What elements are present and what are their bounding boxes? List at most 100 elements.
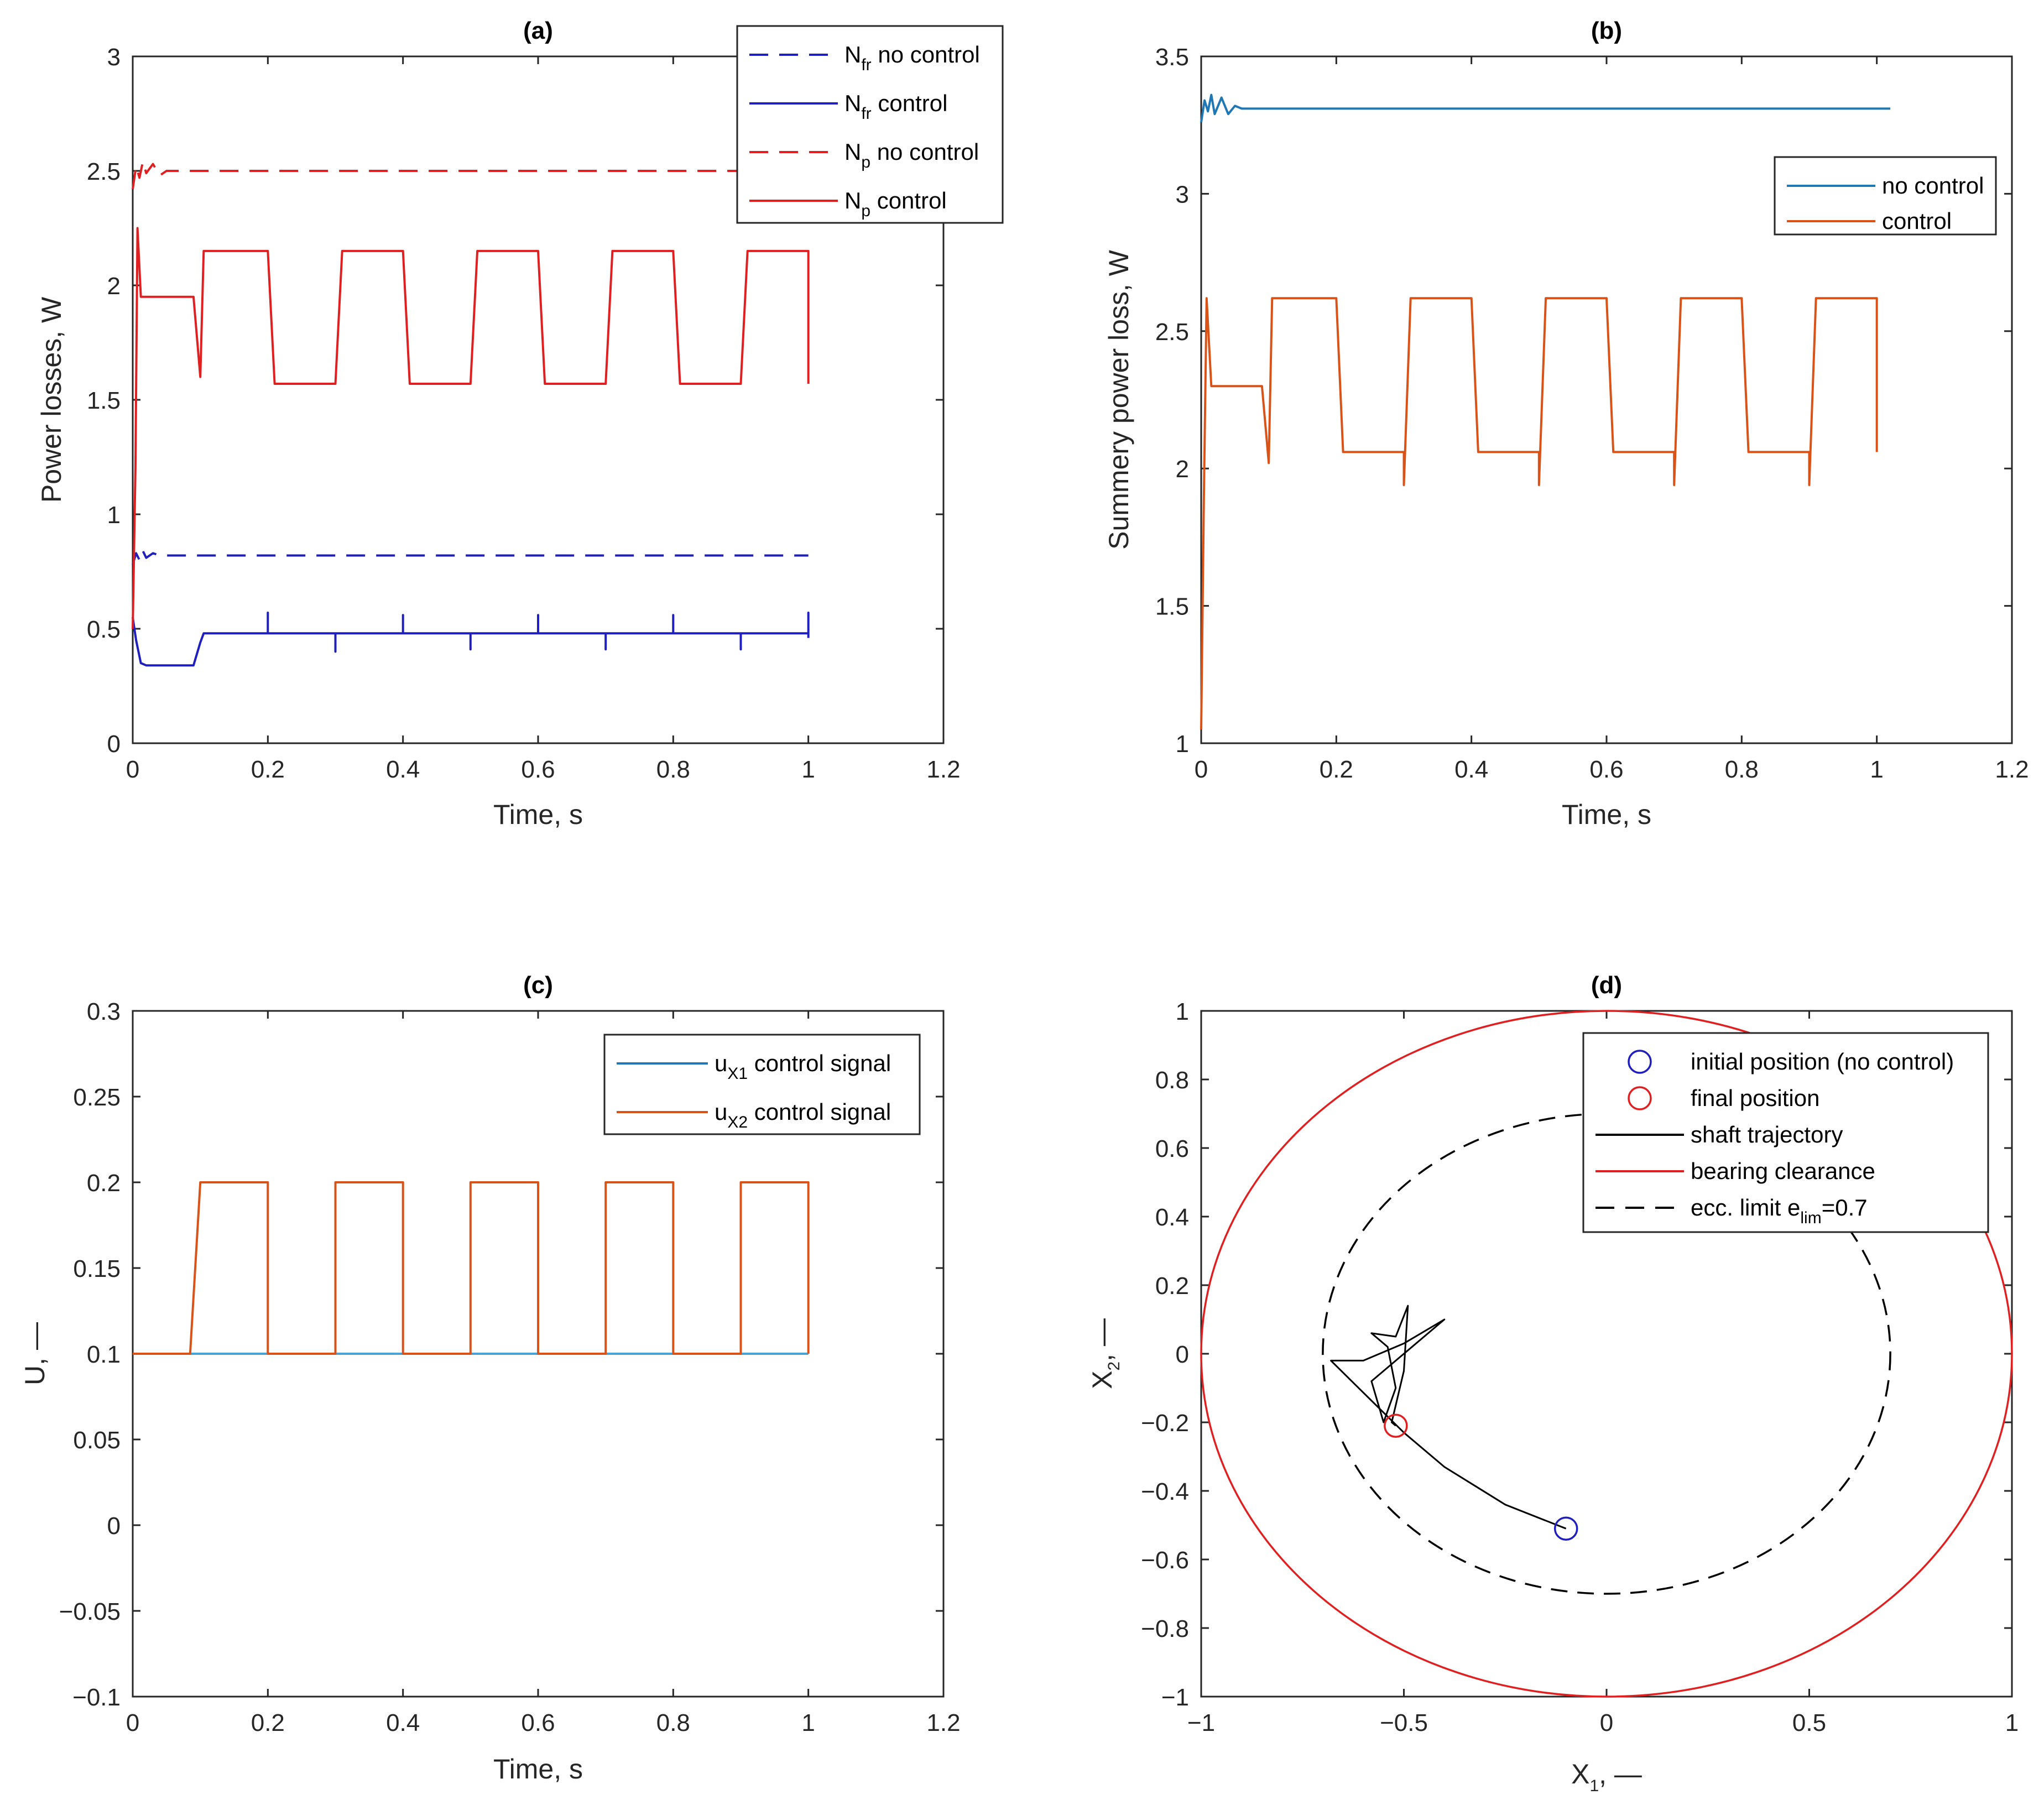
legend-label-sub: lim xyxy=(1800,1209,1821,1227)
legend-label-main: N xyxy=(844,139,861,165)
legend-label-main: N xyxy=(844,187,861,213)
legend-box-a xyxy=(736,25,1004,224)
xtick-label: −1 xyxy=(1187,1709,1215,1736)
legend-label-sub: X1 xyxy=(727,1065,748,1083)
legend-label-sub: X2 xyxy=(727,1113,748,1131)
ytick-label: −0.2 xyxy=(1141,1410,1189,1437)
xtick-label: 0.2 xyxy=(251,756,285,783)
xtick-label: 0.8 xyxy=(656,756,690,783)
ticks-b: 0 0.2 0.4 0.6 0.8 1 1.2 1 1.5 2 2.5 3 3.5 xyxy=(1155,44,2029,783)
series-line-n-p-control xyxy=(132,227,810,629)
xtick-label: 0.8 xyxy=(1725,756,1759,783)
xtick-label: 0.4 xyxy=(386,756,420,783)
ytick-label: 2 xyxy=(1176,456,1189,483)
xtick-label: 0.2 xyxy=(1320,756,1353,783)
shaft-trajectory-line xyxy=(1330,1305,1567,1530)
ytick-label: −1 xyxy=(1161,1684,1189,1711)
series-line-control xyxy=(1200,297,1878,730)
series-a xyxy=(132,160,810,667)
legend-label: Nfr control xyxy=(844,90,947,123)
legend-label-main: control xyxy=(1882,208,1952,234)
final-position-marker xyxy=(1384,1413,1408,1438)
legend-label: initial position (no control) xyxy=(1691,1048,1954,1074)
bearing-clearance-circle xyxy=(1200,1010,2013,1698)
series-line-n-fr-no-control xyxy=(132,550,809,565)
xtick-label: 0 xyxy=(126,1709,139,1736)
xtick-label: 1 xyxy=(801,756,815,783)
panel-c: 0 0.2 0.4 0.6 0.8 1 1.2 −0.1 −0.05 0 0.05 0.1 0.15 0.… xyxy=(19,972,961,1785)
ylabel-a: Power losses, W xyxy=(36,296,67,503)
title-c: (c) xyxy=(523,972,553,999)
xtick-label: 0 xyxy=(126,756,139,783)
ytick-label: 0.8 xyxy=(1155,1067,1189,1094)
ytick-label: 0.25 xyxy=(73,1084,121,1111)
xtick-label: 0.5 xyxy=(1792,1709,1826,1736)
xtick-label: −0.5 xyxy=(1380,1709,1428,1736)
title-a: (a) xyxy=(523,17,553,44)
xlabel-d: X1, — xyxy=(1571,1759,1642,1795)
legend-b: no control control xyxy=(1774,156,1997,236)
legend-label-main: initial position (no control) xyxy=(1691,1048,1954,1074)
ytick-label: 0.5 xyxy=(87,616,121,643)
legend-label-rest: control signal xyxy=(748,1050,891,1076)
ytick-label: 2 xyxy=(107,273,121,300)
xtick-label: 0.6 xyxy=(1589,756,1623,783)
ytick-label: 1 xyxy=(1176,998,1189,1025)
legend-label-sub: p xyxy=(861,153,870,171)
series-line-no-control xyxy=(1200,93,1891,123)
xlabel-d-rest: , — xyxy=(1599,1759,1642,1790)
xtick-label: 0.8 xyxy=(656,1709,690,1736)
legend-label-rest: no control xyxy=(872,41,980,67)
legend-label: uX2 control signal xyxy=(715,1099,891,1131)
legend-label: Nfr no control xyxy=(844,41,980,74)
xtick-label: 0 xyxy=(1195,756,1208,783)
xtick-label: 0.6 xyxy=(521,756,555,783)
ytick-label: 0.3 xyxy=(87,998,121,1025)
legend-label-main: u xyxy=(715,1050,727,1076)
legend-label-main: no control xyxy=(1882,173,1984,199)
legend-label-rest: =0.7 xyxy=(1822,1194,1868,1220)
ytick-label: 0.1 xyxy=(87,1341,121,1368)
xtick-label: 1 xyxy=(801,1709,815,1736)
ytick-label: 1 xyxy=(107,502,121,529)
ytick-label: −0.6 xyxy=(1141,1547,1189,1574)
ytick-label: −0.4 xyxy=(1141,1478,1189,1505)
legend-label-rest: control signal xyxy=(748,1099,891,1125)
legend-label: final position xyxy=(1691,1085,1819,1111)
legend-label: control xyxy=(1882,208,1952,234)
title-d: (d) xyxy=(1591,972,1622,999)
legend-label: shaft trajectory xyxy=(1691,1121,1843,1147)
ytick-label: 3 xyxy=(107,44,121,71)
ytick-label: 3 xyxy=(1176,181,1189,208)
ytick-label: 1 xyxy=(1176,731,1189,758)
ytick-label: 2.5 xyxy=(87,158,121,185)
xlabel-a: Time, s xyxy=(493,799,583,830)
ytick-label: 2.5 xyxy=(1155,319,1189,346)
ytick-label: −0.1 xyxy=(72,1684,121,1711)
legend-label-main: final position xyxy=(1691,1085,1819,1111)
ytick-label: 1.5 xyxy=(1155,593,1189,620)
xtick-label: 0.4 xyxy=(386,1709,420,1736)
legend-label-sub: p xyxy=(861,202,870,220)
legend-a: Nfr no control Nfr control Np no control Np… xyxy=(736,25,1004,224)
ytick-label: 1.5 xyxy=(87,387,121,414)
legend-label-rest: control xyxy=(870,187,947,213)
legend-label-rest: no control xyxy=(870,139,979,165)
ylabel-d-rest: , — xyxy=(1087,1318,1118,1361)
legend-label: Np control xyxy=(844,187,947,220)
xlabel-b: Time, s xyxy=(1562,799,1651,830)
title-b: (b) xyxy=(1591,17,1622,44)
series-line-n-fr-control xyxy=(132,612,810,667)
xtick-label: 1.2 xyxy=(926,1709,960,1736)
legend-d: initial position (no control) final posit… xyxy=(1582,1032,1989,1233)
series-c xyxy=(133,1181,810,1355)
legend-marker xyxy=(1628,1050,1652,1074)
ticks-d: −1 −0.5 0 0.5 1 −1 −0.8 −0.6 −0.4 −0.2 0 0.2 0.4 0.6 0… xyxy=(1141,998,2019,1736)
xtick-label: 0.6 xyxy=(521,1709,555,1736)
ylabel-c: U, — xyxy=(19,1322,50,1385)
ylabel-b: Summery power loss, W xyxy=(1103,249,1134,550)
xtick-label: 1.2 xyxy=(926,756,960,783)
legend-box-c xyxy=(603,1034,921,1135)
